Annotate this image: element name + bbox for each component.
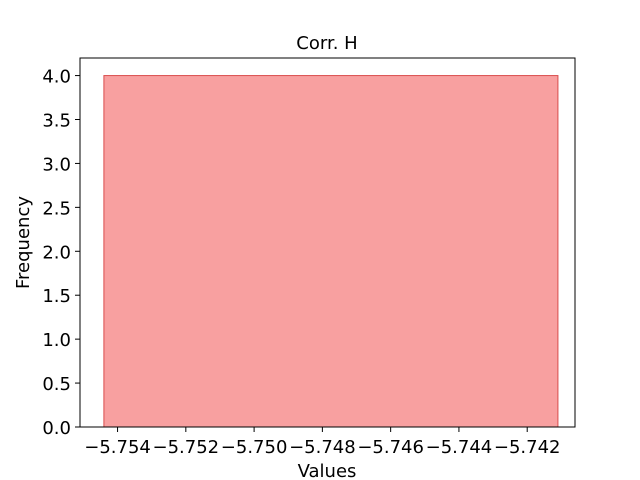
chart-title: Corr. H	[296, 33, 357, 54]
y-tick-label: 0.5	[42, 374, 71, 395]
x-tick-label: −5.750	[221, 437, 288, 458]
x-tick-label: −5.752	[153, 437, 220, 458]
y-tick-label: 0.0	[42, 418, 71, 439]
plot-frame	[79, 57, 576, 428]
x-tick-label: −5.754	[84, 437, 151, 458]
x-axis-ticks: −5.754 −5.752 −5.750 −5.748 −5.746 −5.744 −5.7…	[84, 427, 561, 458]
x-axis-label: Values	[298, 461, 357, 480]
y-tick-label: 3.5	[42, 111, 71, 132]
bars-layer	[103, 75, 559, 428]
x-tick-label: −5.744	[426, 437, 493, 458]
y-tick-label: 2.5	[42, 198, 71, 219]
x-tick-label: −5.746	[357, 437, 424, 458]
y-tick-label: 1.0	[42, 330, 71, 351]
histogram-bar-0	[103, 75, 559, 428]
x-tick-label: −5.748	[289, 437, 356, 458]
y-axis-ticks: 0.0 0.5 1.0 1.5 2.0 2.5 3.0 3.5 4.0	[42, 67, 80, 439]
y-tick-label: 2.0	[42, 242, 71, 263]
x-tick-label: −5.742	[494, 437, 561, 458]
y-tick-label: 4.0	[42, 67, 71, 88]
y-axis-label: Frequency	[13, 196, 34, 289]
y-tick-label: 1.5	[42, 286, 71, 307]
y-tick-label: 3.0	[42, 154, 71, 175]
